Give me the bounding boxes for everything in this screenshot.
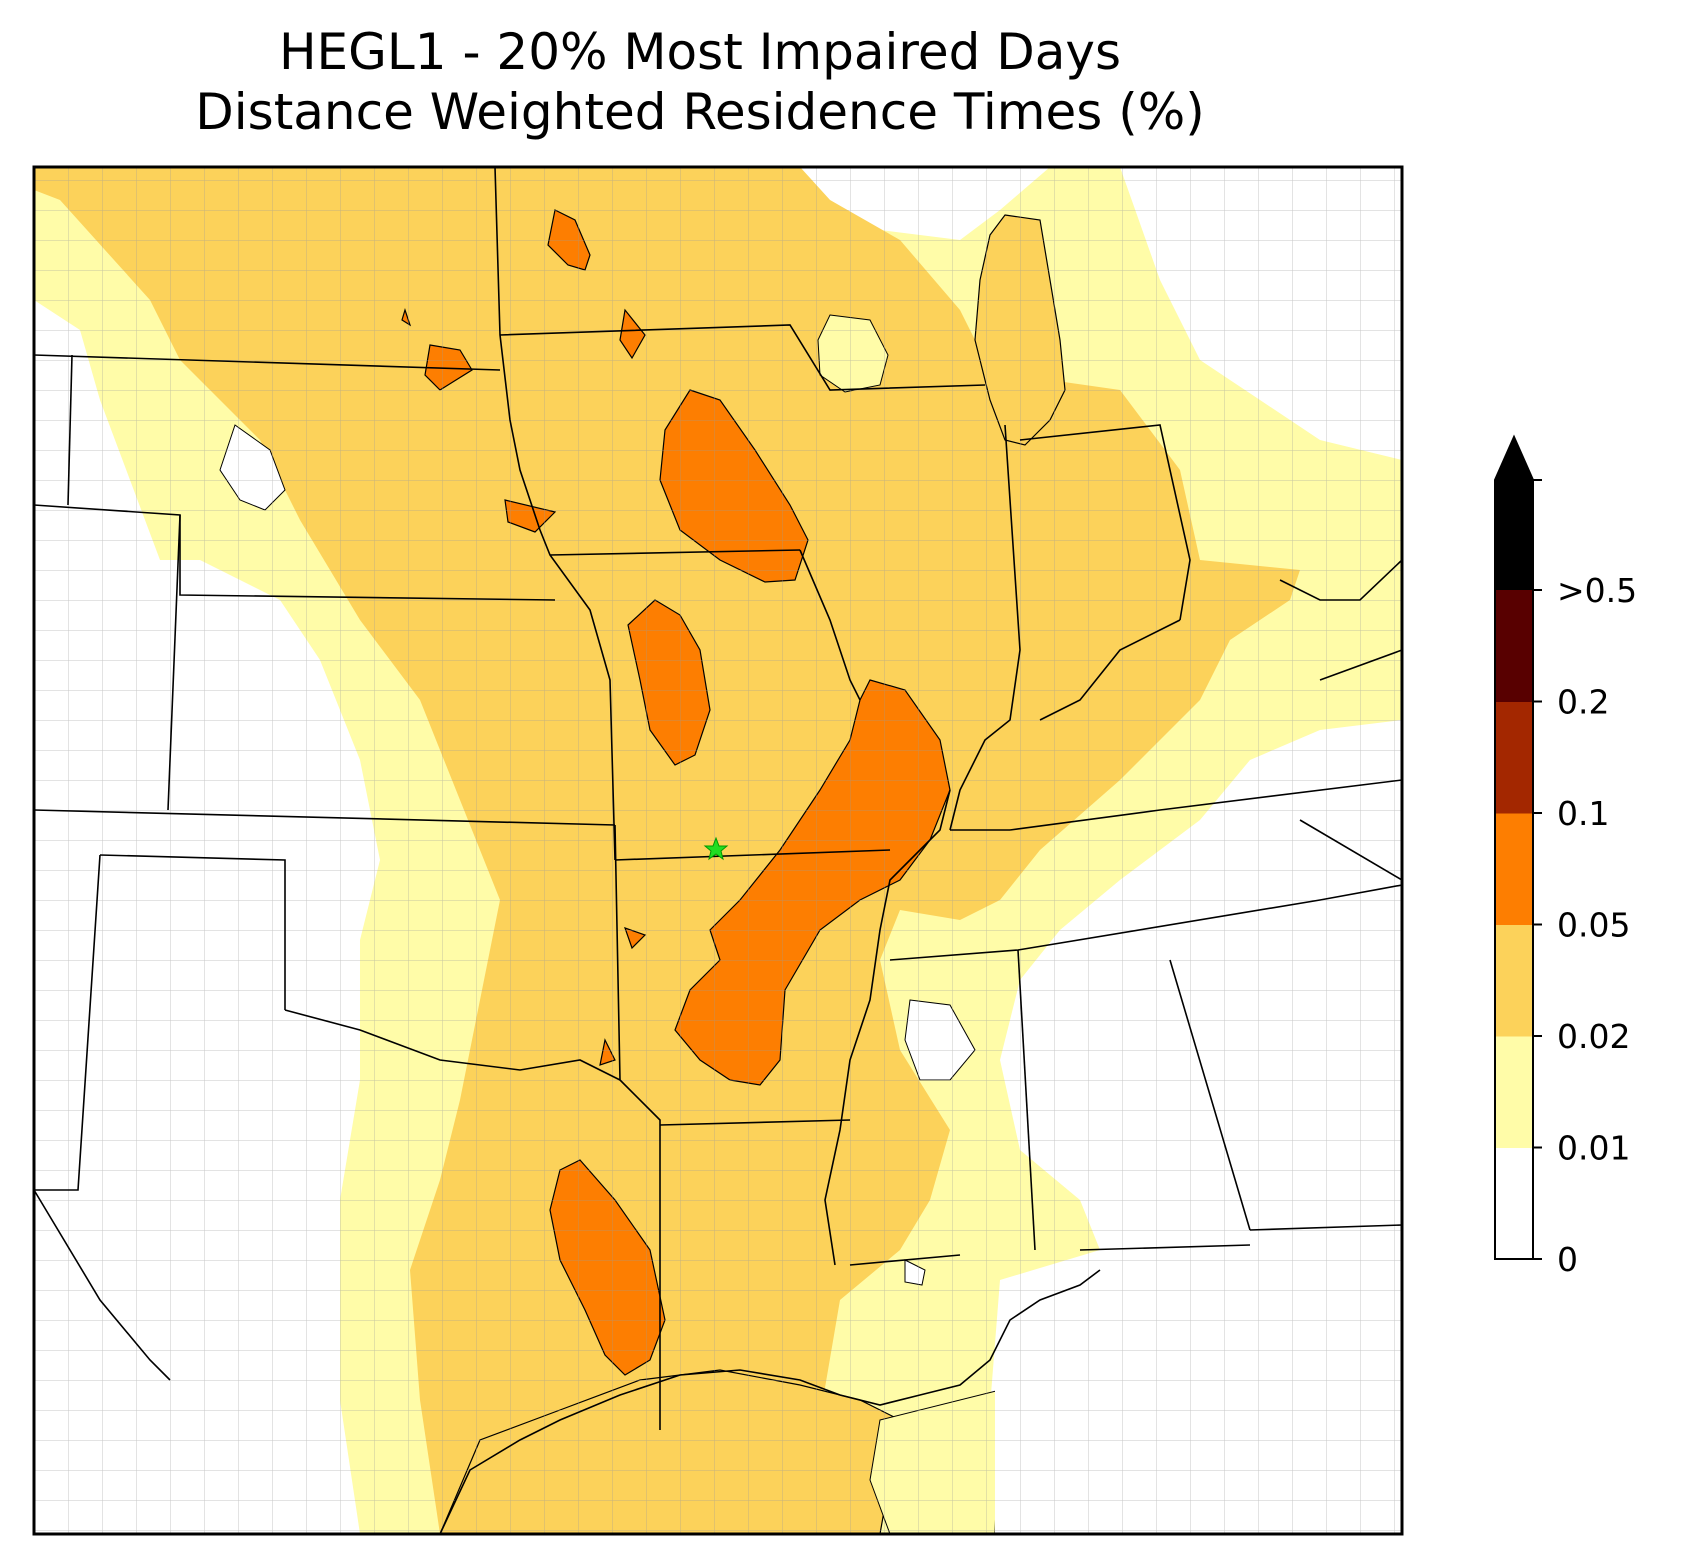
border-line [1299,819,1402,881]
border-line [1019,424,1191,621]
colorbar-band [1495,924,1533,1037]
border-line [494,167,616,861]
border-line [659,1119,851,1126]
border-line [34,809,616,826]
colorbar-tick-label: >0.5 [1557,571,1637,610]
colorbar-tick-label: 0.02 [1557,1017,1630,1056]
border-line [1009,779,1402,831]
border-line [889,884,1402,961]
site-star-icon [703,836,729,861]
colorbar-band [1495,813,1533,925]
colorbar-extend-arrow [1495,437,1533,590]
border-line [34,504,556,601]
border-line [1079,1244,1251,1251]
border-line [1017,949,1036,1251]
colorbar-tick-label: 0.2 [1557,683,1609,722]
border-line [614,849,891,861]
map-title-line1: HEGL1 - 20% Most Impaired Days [278,23,1122,81]
border-line [99,854,286,1010]
gulf-coastline [439,1269,1101,1534]
border-line [1279,559,1402,601]
border-line [799,549,861,701]
map-title-line2: Distance Weighted Residence Times (%) [195,83,1205,141]
colorbar-band [1495,1036,1533,1148]
colorbar-tick-label: 0 [1557,1240,1578,1279]
border-line [1249,1224,1402,1231]
state-borders [34,167,1402,1430]
border-line [499,324,986,391]
colorbar-band [1495,1147,1533,1260]
map-area [34,167,1402,1534]
colorbar: 0 0.01 0.02 0.05 0.1 0.2 >0.5 [1494,434,1637,1279]
border-line [949,424,1021,831]
border-line [824,789,951,1266]
border-line [67,354,73,506]
border-line [284,1009,621,1081]
colorbar-band [1495,701,1533,814]
border-line [34,1189,171,1381]
colorbar-tick-label: 0.01 [1557,1129,1630,1168]
colorbar-tick-label: 0.05 [1557,906,1630,945]
border-line [167,514,181,811]
border-line [1169,959,1251,1231]
map-frame [32,165,1404,1536]
colorbar-tick-label: 0.1 [1557,794,1609,833]
colorbar-band [1495,590,1533,702]
border-line [1319,649,1402,681]
border-line [549,549,801,556]
border-line [1039,619,1181,721]
border-line [614,824,661,1430]
colorbar-outline [1494,434,1534,1260]
border-line [849,1254,961,1266]
map-title: HEGL1 - 20% Most Impaired Days Distance … [0,22,1400,142]
border-line [34,354,501,371]
border-line [34,854,101,1191]
